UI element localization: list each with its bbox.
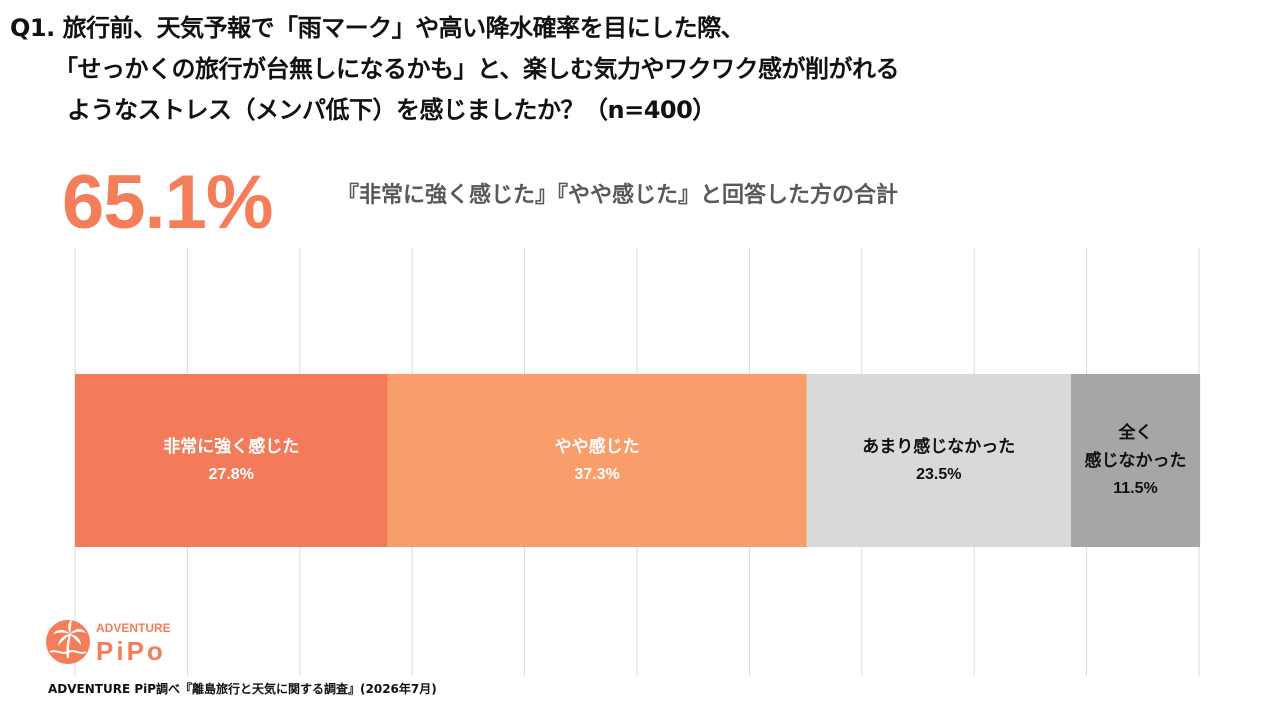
summary-percentage: 65.1%	[62, 160, 273, 245]
bar-segment-label: 全く感じなかった 11.5%	[1015, 419, 1255, 503]
data-label: 27.8%	[208, 465, 254, 483]
data-label: 37.3%	[574, 465, 620, 483]
category-label: 感じなかった	[1084, 450, 1187, 471]
palm-tree-icon: ADVENTURE PiPo	[46, 619, 171, 666]
adventure-pipo-logo: ADVENTURE PiPo	[46, 614, 176, 672]
bar-segment	[1070, 374, 1201, 547]
bar-segment	[75, 374, 388, 547]
question-text: Q1. 旅行前、天気予報で「雨マーク」や高い降水確率を目にした際、 「せっかくの…	[10, 8, 1270, 131]
question-line-3: ようなストレス（メンパ低下）を感じましたか？（n=400）	[67, 96, 716, 124]
logo-top-text: ADVENTURE	[96, 621, 171, 635]
bar-segment	[806, 374, 1071, 547]
source-note: ADVENTURE PiP調べ『離島旅行と天気に関する調査』(2026年7月)	[48, 682, 437, 696]
summary-caption: 『非常に強く感じた』『やや感じた』と回答した方の合計	[337, 183, 899, 208]
bar-segment-label: 非常に強く感じた 27.8%	[111, 433, 351, 489]
bar-segment-label: あまり感じなかった 23.5%	[819, 433, 1059, 489]
question-line-1: Q1. 旅行前、天気予報で「雨マーク」や高い降水確率を目にした際、	[10, 14, 745, 42]
logo-bottom-text: PiPo	[96, 636, 166, 666]
bar-segment	[387, 374, 807, 547]
data-label: 11.5%	[1113, 479, 1158, 497]
category-label: 全く	[1118, 422, 1153, 443]
category-label: やや感じた	[554, 436, 640, 457]
category-label: あまり感じなかった	[862, 436, 1016, 457]
category-label: 非常に強く感じた	[163, 436, 300, 457]
data-label: 23.5%	[916, 465, 962, 483]
question-line-2: 「せっかくの旅行が台無しになるかも」と、楽しむ気力やワクワク感が削がれる	[54, 55, 900, 83]
bar-segment-label: やや感じた 37.3%	[477, 433, 717, 489]
